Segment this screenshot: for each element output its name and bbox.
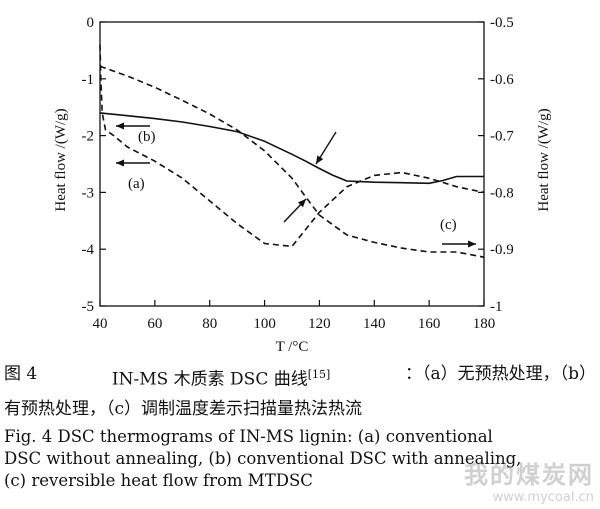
x-tick-label: 160 — [418, 316, 441, 332]
y-right-tick-label: -0.5 — [490, 15, 514, 31]
arrow-solid-curve-head — [316, 155, 324, 164]
annotation-b: (b) — [138, 129, 156, 145]
x-tick-label: 180 — [473, 316, 496, 332]
caption-zh-items: ：（a）无预热处理，（b） — [404, 364, 596, 384]
watermark: 我的煤炭网 www.mycoal.cn — [464, 455, 594, 505]
x-tick-label: 40 — [93, 316, 108, 332]
annotation-c: (c) — [440, 217, 457, 233]
caption-zh-line1: 图 4 IN-MS 木质素 DSC 曲线[15] ：（a）无预热处理，（b） — [4, 360, 596, 395]
y-right-tick-label: -0.7 — [490, 129, 514, 145]
x-tick-label: 60 — [147, 316, 162, 332]
y-right-tick-label: -0.8 — [490, 185, 514, 201]
arrow-b-head — [116, 122, 124, 130]
series-line-3 — [99, 65, 485, 258]
y-left-tick-label: 0 — [87, 15, 95, 31]
x-tick-label: 100 — [253, 316, 276, 332]
y-left-tick-label: -1 — [82, 72, 95, 88]
x-axis-label: T /°C — [276, 339, 309, 355]
y-left-tick-label: -5 — [82, 299, 95, 315]
dsc-chart: 40 60 80 100 120 140 160 180 0 -1 -2 -3 -4 -5 -0.5 -0.6… — [53, 15, 552, 355]
series-layer — [99, 44, 485, 258]
caption-en-line2: DSC without annealing, (b) conventional … — [4, 448, 522, 468]
x-tick-label: 140 — [363, 316, 386, 332]
caption-fig-label: 图 4 — [4, 364, 38, 384]
watermark-url: www.mycoal.cn — [492, 490, 594, 505]
watermark-text: 我的煤炭网 — [464, 461, 594, 489]
arrow-c-head — [468, 240, 476, 248]
y-left-tick-label: -4 — [82, 242, 95, 258]
y-axis-label-right: Heat flow /(W/g) — [536, 108, 552, 211]
caption-zh-title: IN-MS 木质素 DSC 曲线[15] — [111, 368, 331, 390]
caption-en-line3: (c) reversible heat flow from MTDSC — [4, 470, 313, 490]
arrow-dashed-dip-head — [297, 199, 306, 208]
caption-en-line1: Fig. 4 DSC thermograms of IN-MS lignin: … — [4, 426, 493, 446]
x-tick-label: 80 — [202, 316, 217, 332]
plot-frame — [99, 21, 485, 307]
series-line-2 — [99, 44, 485, 248]
y-right-tick-label: -0.6 — [490, 72, 514, 88]
ticks-layer: 40 60 80 100 120 140 160 180 0 -1 -2 -3 -4 -5 -0.5 -0.6… — [82, 15, 515, 332]
caption-zh-line2: 有预热处理，（c）调制温度差示扫描量热法热流 — [4, 398, 363, 419]
y-left-tick-label: -3 — [82, 185, 95, 201]
y-right-tick-label: -1 — [490, 299, 503, 315]
arrow-a-head — [116, 159, 124, 167]
y-right-tick-label: -0.9 — [490, 242, 514, 258]
x-tick-label: 120 — [308, 316, 331, 332]
y-left-tick-label: -2 — [82, 129, 95, 145]
y-axis-label-left: Heat flow /(W/g) — [53, 108, 69, 211]
caption-ref: [15] — [307, 368, 331, 381]
series-line-1 — [99, 112, 484, 185]
annotation-a: (a) — [128, 176, 145, 192]
annotation-layer — [116, 122, 476, 248]
figure-caption: 图 4 IN-MS 木质素 DSC 曲线[15] ：（a）无预热处理，（b） 有… — [4, 360, 596, 492]
